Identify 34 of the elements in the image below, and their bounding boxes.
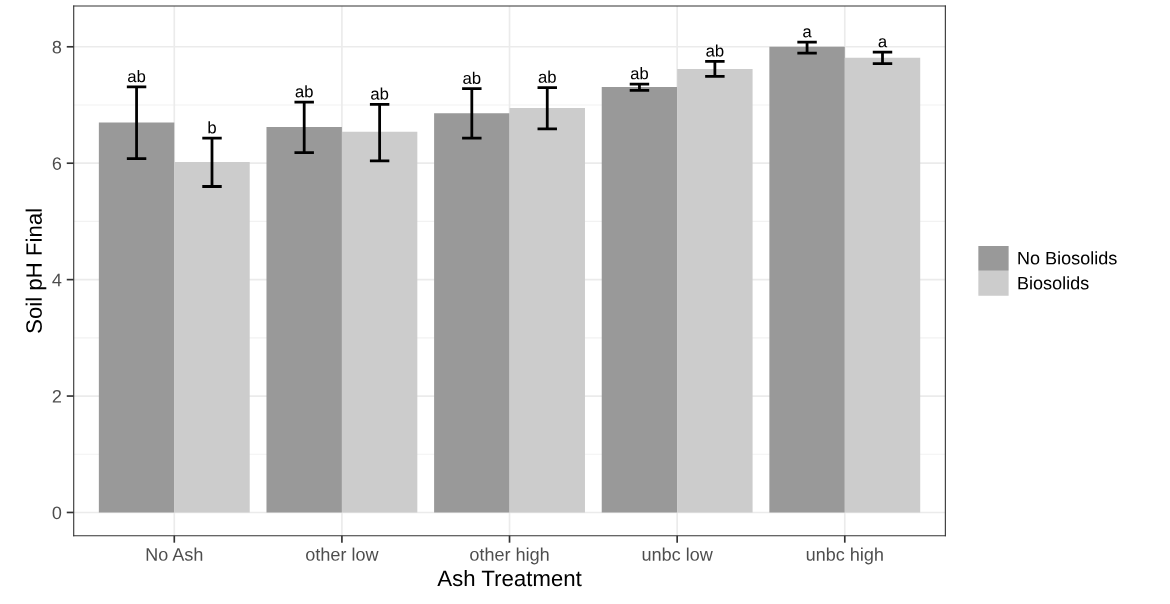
x-axis-title: Ash Treatment <box>437 569 582 587</box>
y-tick-label: 4 <box>52 273 62 287</box>
legend-label: No Biosolids <box>1018 251 1117 265</box>
annotation: ab <box>295 85 313 98</box>
annotation: b <box>208 121 216 134</box>
annotation: ab <box>371 87 389 100</box>
annotation: ab <box>128 70 146 83</box>
annotation: ab <box>463 71 481 85</box>
bar <box>266 127 342 513</box>
y-tick-label: 6 <box>52 157 62 170</box>
y-tick-label: 8 <box>52 40 62 54</box>
annotation: ab <box>630 67 649 80</box>
x-tick-label: other low <box>306 547 379 561</box>
bar <box>769 46 845 513</box>
y-tick-label: 2 <box>52 389 61 403</box>
x-tick-label: unbc low <box>642 547 713 561</box>
bar <box>174 162 250 513</box>
annotation: ab <box>538 70 556 83</box>
bar <box>509 107 585 513</box>
y-axis-title: Soil pH Final <box>25 209 47 333</box>
bar <box>844 57 921 513</box>
legend-label: Biosolids <box>1018 276 1089 290</box>
annotation: a <box>878 38 888 48</box>
bar <box>98 122 175 513</box>
x-tick-label: No Ash <box>146 547 203 561</box>
bar <box>601 86 678 513</box>
annotation: ab <box>706 44 724 57</box>
bar <box>677 68 753 513</box>
x-tick-label: other high <box>470 547 549 565</box>
bar <box>434 113 510 513</box>
x-tick-label: unbc high <box>806 547 883 565</box>
annotation: a <box>803 28 812 38</box>
bar <box>341 131 418 513</box>
y-tick-label: 0 <box>52 506 62 520</box>
